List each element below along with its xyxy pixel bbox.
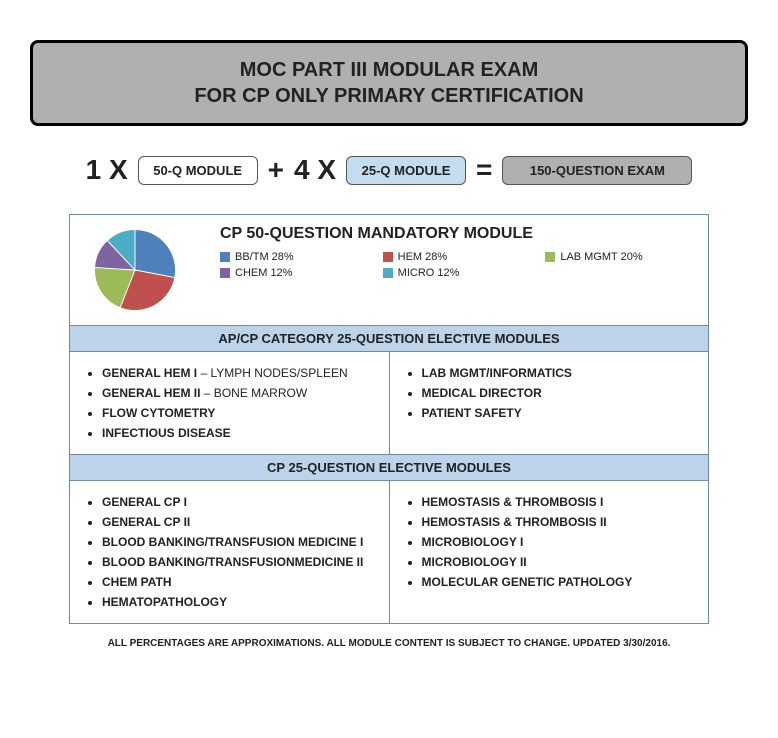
footnote: ALL PERCENTAGES ARE APPROXIMATIONS. ALL … [30, 638, 748, 649]
section-column: HEMOSTASIS & THROMBOSIS I HEMOSTASIS & TH… [389, 481, 709, 623]
equation-mult-1: 1 X [86, 154, 128, 186]
legend-swatch [220, 252, 230, 262]
list-item: GENERAL HEM I – LYMPH NODES/SPLEEN [102, 364, 375, 382]
list-item: FLOW CYTOMETRY [102, 404, 375, 422]
legend-swatch [383, 252, 393, 262]
list-item: MICROBIOLOGY I [422, 533, 695, 551]
equation-row: 1 X 50-Q MODULE + 4 X 25-Q MODULE = 150-… [30, 154, 748, 186]
list-item: CHEM PATH [102, 573, 375, 591]
equation-mult-2: 4 X [294, 154, 336, 186]
legend-item: BB/TM 28% [220, 251, 373, 263]
legend-grid: BB/TM 28% HEM 28% LAB MGMT 20% CHEM 12% MICR… [200, 251, 698, 279]
list-item: HEMOSTASIS & THROMBOSIS II [422, 513, 695, 531]
section-column: LAB MGMT/INFORMATICS MEDICAL DIRECTOR PATI… [389, 352, 709, 454]
legend-cell: CP 50-QUESTION MANDATORY MODULE BB/TM 28… [200, 215, 708, 325]
section-header: CP 25-QUESTION ELECTIVE MODULES [70, 455, 708, 481]
list-item: LAB MGMT/INFORMATICS [422, 364, 695, 382]
title-line-2: FOR CP ONLY PRIMARY CERTIFICATION [43, 83, 735, 109]
mandatory-row: CP 50-QUESTION MANDATORY MODULE BB/TM 28… [70, 215, 708, 326]
legend-item: MICRO 12% [383, 267, 536, 279]
modules-table: CP 50-QUESTION MANDATORY MODULE BB/TM 28… [69, 214, 709, 624]
module-25q-pill: 25-Q MODULE [346, 156, 466, 185]
list-item: HEMOSTASIS & THROMBOSIS I [422, 493, 695, 511]
list-item: INFECTIOUS DISEASE [102, 424, 375, 442]
section-column: GENERAL HEM I – LYMPH NODES/SPLEEN GENERA… [70, 352, 389, 454]
legend-label: CHEM 12% [235, 267, 292, 279]
list-item: PATIENT SAFETY [422, 404, 695, 422]
list-item: GENERAL CP II [102, 513, 375, 531]
legend-label: MICRO 12% [398, 267, 460, 279]
section-header: AP/CP CATEGORY 25-QUESTION ELECTIVE MODU… [70, 326, 708, 352]
legend-label: BB/TM 28% [235, 251, 294, 263]
legend-item: CHEM 12% [220, 267, 373, 279]
list-item: MICROBIOLOGY II [422, 553, 695, 571]
title-line-1: MOC PART III MODULAR EXAM [43, 57, 735, 83]
list-item: BLOOD BANKING/TRANSFUSION MEDICINE I [102, 533, 375, 551]
mandatory-title: CP 50-QUESTION MANDATORY MODULE [200, 225, 698, 243]
list-item: HEMATOPATHOLOGY [102, 593, 375, 611]
legend-swatch [220, 268, 230, 278]
legend-item: LAB MGMT 20% [545, 251, 698, 263]
section-row: GENERAL HEM I – LYMPH NODES/SPLEEN GENERA… [70, 352, 708, 455]
pie-chart-icon [90, 225, 180, 315]
list-item: MOLECULAR GENETIC PATHOLOGY [422, 573, 695, 591]
legend-swatch [545, 252, 555, 262]
legend-item: HEM 28% [383, 251, 536, 263]
section-row: GENERAL CP I GENERAL CP II BLOOD BANKING/T… [70, 481, 708, 623]
list-item: MEDICAL DIRECTOR [422, 384, 695, 402]
section-column: GENERAL CP I GENERAL CP II BLOOD BANKING/T… [70, 481, 389, 623]
legend-label: LAB MGMT 20% [560, 251, 642, 263]
equation-plus: + [268, 154, 284, 186]
legend-swatch [383, 268, 393, 278]
equation-equals: = [476, 154, 492, 186]
list-item: GENERAL HEM II – BONE MARROW [102, 384, 375, 402]
exam-result-pill: 150-QUESTION EXAM [502, 156, 692, 185]
list-item: GENERAL CP I [102, 493, 375, 511]
legend-label: HEM 28% [398, 251, 448, 263]
module-50q-pill: 50-Q MODULE [138, 156, 258, 185]
pie-cell [70, 215, 200, 325]
list-item: BLOOD BANKING/TRANSFUSIONMEDICINE II [102, 553, 375, 571]
title-box: MOC PART III MODULAR EXAM FOR CP ONLY PR… [30, 40, 748, 126]
